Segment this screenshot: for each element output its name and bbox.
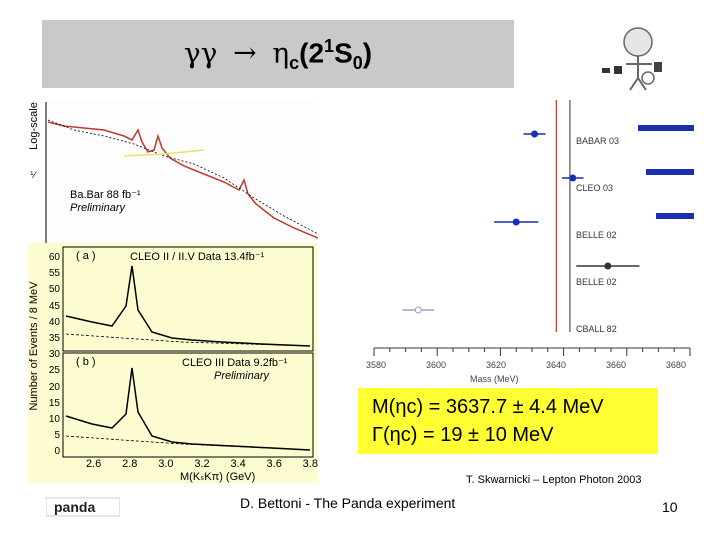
mass-tick-label: 3660 <box>605 360 626 370</box>
cleo-panel-a-title: CLEO II / II.V Data 13.4fb⁻¹ <box>130 251 265 263</box>
cleo-xtick: 2.8 <box>122 458 138 470</box>
mass-tick-label: 3620 <box>485 360 506 370</box>
title-c-sub: c <box>289 52 300 73</box>
experiment-label: BABAR 03 <box>576 136 620 146</box>
cleo-ytick: 45 <box>48 300 60 312</box>
mass-experiment-labels: BABAR 03 CLEO 03 BELLE 02 BELLE 02 CBALL… <box>576 118 666 353</box>
cleo-ytick: 40 <box>48 316 60 328</box>
babar-data-points <box>47 119 318 235</box>
cleo-ytick: 55 <box>48 268 60 280</box>
cleo-b-fit-curve <box>65 367 311 451</box>
title-banner <box>42 20 514 88</box>
mass-axis-ticklabels: 3580 3600 3620 3640 3660 3680 <box>366 360 686 370</box>
cleo-xticks: 2.6 2.8 3.0 3.2 3.4 3.6 3.8 <box>86 458 318 470</box>
result-highlight-box: M(ηc) = 3637.7 ± 4.4 MeV Γ(ηc) = 19 ± 10… <box>358 388 658 454</box>
cleo-ytick: 15 <box>48 397 60 409</box>
weight-bar <box>656 213 694 219</box>
cleo-ytick: 5 <box>54 430 60 442</box>
citation: T. Skwarnicki – Lepton Photon 2003 <box>466 474 642 486</box>
cleo-xtick: 2.6 <box>86 458 102 470</box>
cleo-xtick: 3.0 <box>158 458 174 470</box>
babar-yaxis-label: Log-scale <box>28 102 40 150</box>
cleo-xlabel: M(KₛKπ) (GeV) <box>180 471 256 483</box>
experiment-label: BELLE 02 <box>576 277 617 287</box>
title-state-open: (2 <box>299 37 325 69</box>
babar-label-line2: Preliminary <box>70 202 126 214</box>
data-point <box>531 130 539 138</box>
cleo-a-fit-curve <box>65 265 311 347</box>
data-point <box>604 262 612 270</box>
title-gamma-gamma: γγ <box>183 36 218 70</box>
cleo-panel-a-tag: ( a ) <box>76 250 96 262</box>
cleo-panel-b-sub: Preliminary <box>214 370 270 382</box>
experiment-label: CLEO 03 <box>576 183 614 193</box>
page-number: 10 <box>662 499 678 515</box>
cleo-ytick: 30 <box>48 349 60 361</box>
cleo-xtick: 3.4 <box>230 458 246 470</box>
experiment-label: BELLE 02 <box>576 230 617 240</box>
cleo-ytick: 35 <box>48 333 60 345</box>
babar-label-line1: Ba.Bar 88 fb⁻¹ <box>70 189 141 201</box>
title-state-s: S <box>334 37 353 69</box>
mass-tick-label: 3680 <box>665 360 686 370</box>
babar-background-curve <box>123 149 205 157</box>
cleo-xtick: 3.2 <box>194 458 210 470</box>
cleo-panel-b-title: CLEO III Data 9.2fb⁻¹ <box>182 357 288 369</box>
cleo-b-background <box>65 435 311 451</box>
cleo-xtick: 3.6 <box>266 458 282 470</box>
panda-logo-icon: panda <box>46 497 120 517</box>
title-eta: η <box>272 36 290 70</box>
cleo-ylabel-wrap: Number of Events / 8 MeV <box>28 250 44 450</box>
title-arrow: → <box>233 36 257 70</box>
panda-mascot-icon <box>602 27 662 91</box>
experiment-label: CBALL 82 <box>576 324 617 334</box>
cleo-ytick: 25 <box>48 365 60 377</box>
slide-title: γγ → ηc(21S0) <box>42 36 514 74</box>
result-mass: M(ηc) = 3637.7 ± 4.4 MeV <box>372 396 604 418</box>
cleo-ytick: 20 <box>48 381 60 393</box>
babar-fit-curve <box>47 121 318 239</box>
cleo-panel-b-tag: ( b ) <box>76 356 96 368</box>
babar-axis-tick: ⅟ <box>30 170 36 180</box>
babar-yaxis-label-wrap: Log-scale <box>24 100 42 160</box>
cleo-ytick: 50 <box>48 284 60 296</box>
mass-tick-label: 3600 <box>425 360 447 370</box>
cleo-ytick: 10 <box>48 414 60 426</box>
mass-comparison-chart <box>373 100 694 356</box>
footer-text: D. Bettoni - The Panda experiment <box>240 495 456 511</box>
babar-spectrum-plot <box>44 100 318 243</box>
weight-bar <box>646 169 694 175</box>
cleo-ytick: 0 <box>54 446 60 458</box>
data-point <box>512 218 520 226</box>
logo-text: panda <box>54 499 95 515</box>
cleo-spectrum-svg <box>62 246 314 458</box>
title-superscript: 1 <box>324 36 335 56</box>
mass-tick-label: 3640 <box>545 360 566 370</box>
cleo-xtick: 3.8 <box>302 458 318 470</box>
mass-tick-label: 3580 <box>366 360 387 370</box>
cleo-a-background <box>65 333 311 347</box>
babar-spectrum-svg <box>45 102 318 243</box>
mass-axis-label: Mass (MeV) <box>470 374 519 384</box>
cleo-ytick: 60 <box>48 252 60 263</box>
title-zero-sub: 0 <box>352 52 363 73</box>
weight-bar <box>638 125 694 131</box>
data-point <box>414 306 422 314</box>
cleo-yticks: 60 55 50 45 40 35 30 25 20 15 10 5 0 <box>46 250 60 461</box>
result-width: Γ(ηc) = 19 ± 10 MeV <box>372 424 554 446</box>
cleo-ylabel: Number of Events / 8 MeV <box>28 281 40 411</box>
title-state-close: ) <box>362 37 373 69</box>
data-point <box>569 174 577 182</box>
